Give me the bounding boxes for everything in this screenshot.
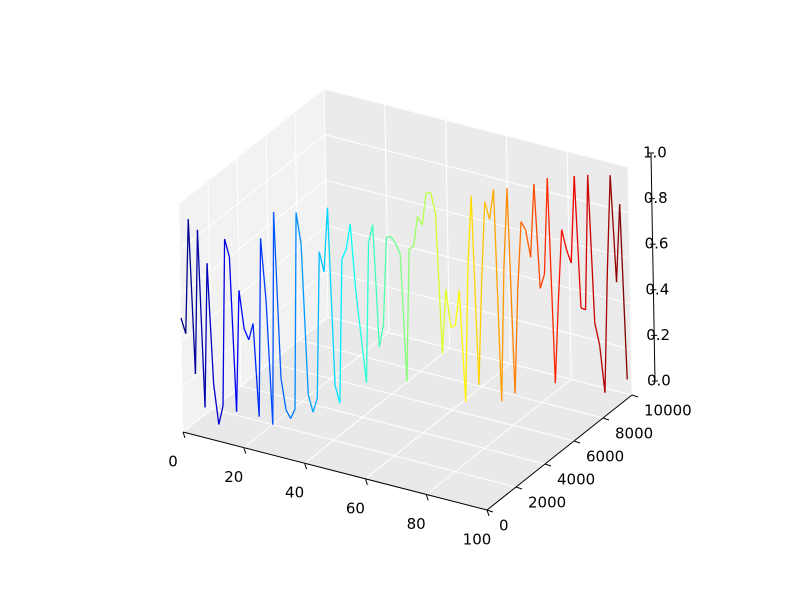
line-segment (273, 212, 274, 424)
y-tick-label: 4000 (557, 471, 595, 489)
tick-mark (545, 464, 551, 466)
tick-mark (574, 441, 580, 443)
tick-mark (632, 395, 638, 397)
z-tick-label: 0.4 (645, 280, 669, 298)
y-tick-label: 2000 (528, 494, 566, 512)
x-tick-label: 100 (463, 531, 492, 549)
z-tick-label: 1.0 (643, 144, 667, 162)
y-tick-label: 0 (499, 517, 509, 535)
y-tick-label: 8000 (615, 425, 653, 443)
tick-mark (516, 487, 522, 489)
z-tick-label: 0.2 (646, 326, 670, 344)
x-tick-label: 40 (285, 484, 304, 502)
z-tick-label: 0.6 (645, 235, 669, 253)
x-tick-label: 60 (346, 499, 365, 517)
y-tick-label: 6000 (586, 448, 624, 466)
x-tick-label: 20 (224, 468, 243, 486)
x-tick-label: 0 (168, 453, 178, 471)
z-axis-line (651, 153, 655, 381)
y-tick-label: 10000 (644, 402, 692, 420)
tick-mark (603, 418, 609, 420)
x-tick-label: 80 (407, 515, 426, 533)
z-tick-label: 0.0 (647, 372, 671, 390)
z-tick-label: 0.8 (644, 189, 668, 207)
